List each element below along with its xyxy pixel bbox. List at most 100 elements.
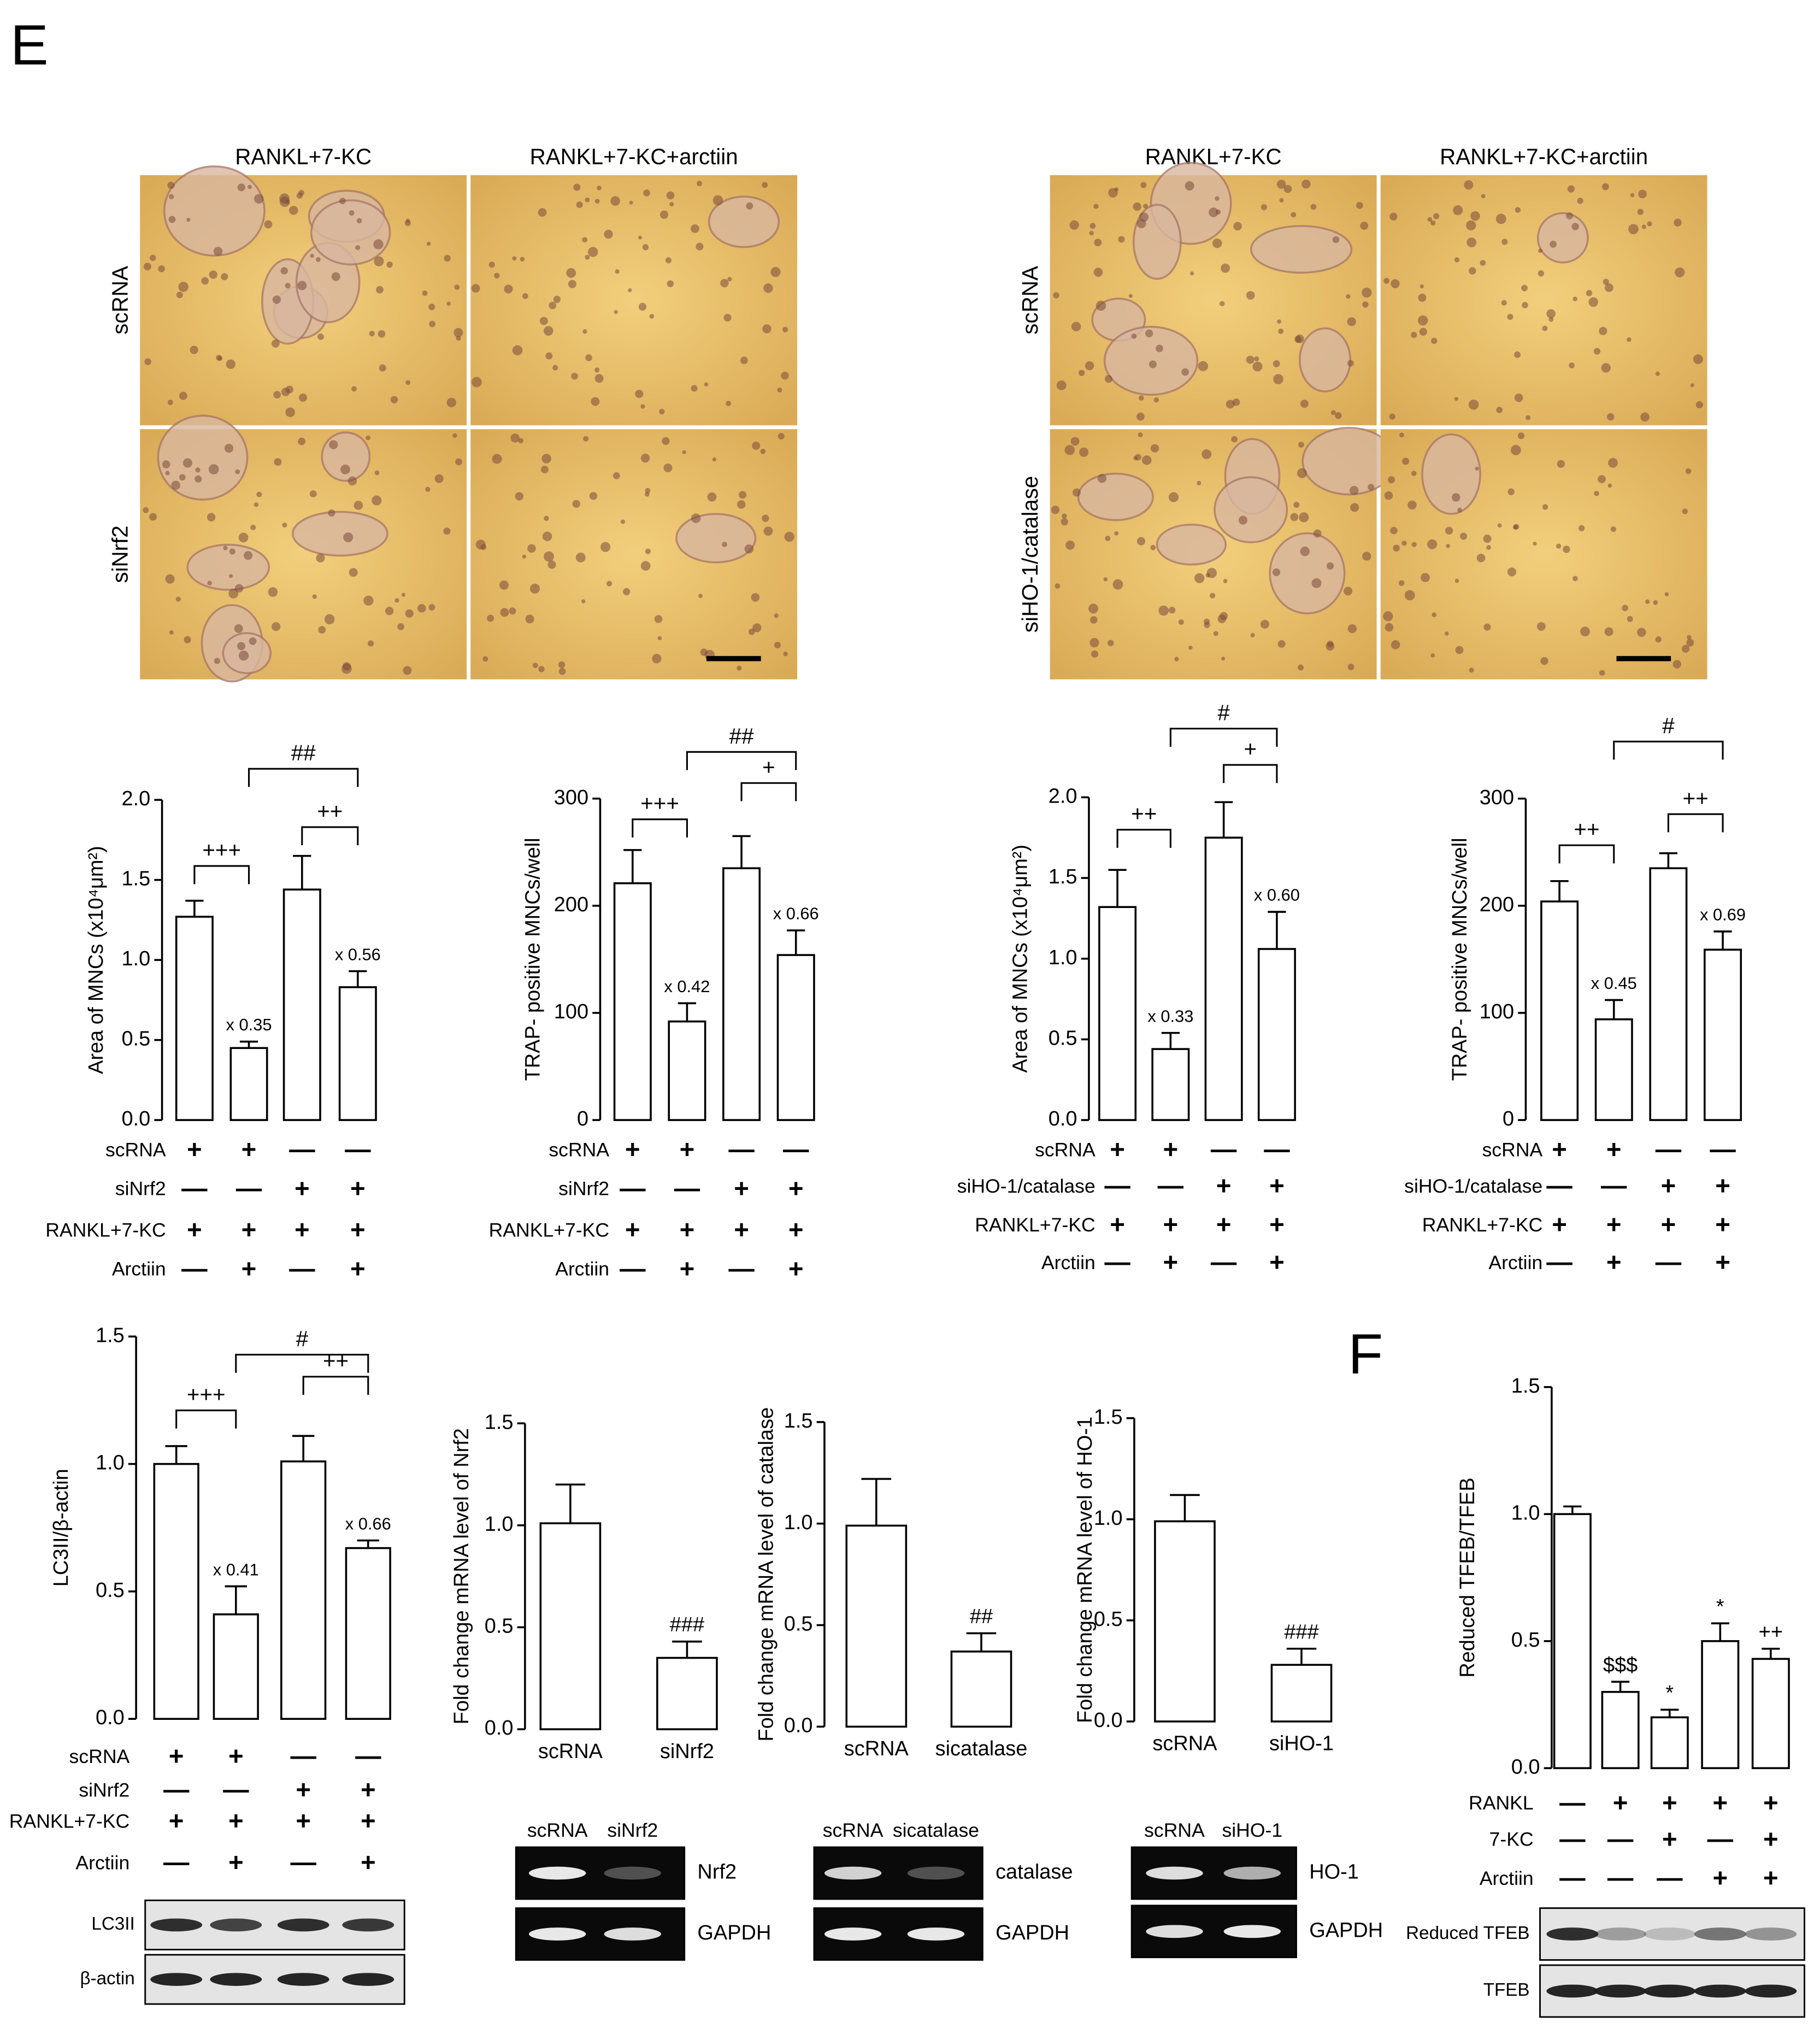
cell — [1454, 397, 1458, 401]
y-tick-label: 0 — [1503, 1107, 1514, 1130]
condition-mark: + — [228, 1848, 244, 1877]
condition-mark: — — [1559, 1825, 1586, 1854]
cell — [1346, 294, 1351, 299]
cell — [542, 532, 552, 541]
bar — [722, 867, 761, 1121]
osteoclast — [708, 196, 780, 249]
lane-label: scRNA — [823, 1819, 884, 1841]
cell — [376, 286, 384, 294]
cell — [1686, 639, 1694, 647]
cell — [1276, 179, 1286, 189]
condition-mark: — — [1211, 1135, 1237, 1164]
cell — [224, 444, 234, 453]
cell — [697, 180, 703, 186]
cell — [454, 284, 460, 290]
cell — [237, 183, 245, 192]
cell — [1444, 631, 1449, 636]
osteoclast — [310, 199, 391, 266]
cell — [315, 257, 321, 262]
cell — [1093, 268, 1103, 277]
y-tick-label: 100 — [554, 1000, 588, 1023]
condition-mark: + — [295, 1174, 310, 1203]
cell — [340, 464, 350, 475]
gel-band — [1146, 1925, 1203, 1938]
column-header: RANKL+7-KC+arctiin — [1440, 144, 1648, 169]
cell — [623, 588, 631, 596]
significance-label: ## — [970, 1605, 993, 1628]
cell — [1327, 562, 1334, 570]
bar — [668, 1020, 706, 1121]
cell — [538, 665, 545, 673]
cell — [317, 333, 324, 340]
gel-band — [1223, 1866, 1281, 1880]
condition-mark: + — [1552, 1135, 1567, 1164]
cell — [1226, 399, 1235, 409]
condition-mark: + — [361, 1807, 376, 1836]
cell — [1655, 372, 1660, 376]
cell — [1420, 284, 1424, 288]
cell — [1469, 668, 1474, 673]
y-tick-label: 0.5 — [1094, 1608, 1123, 1631]
condition-mark: + — [296, 1776, 311, 1805]
condition-mark: + — [1715, 1171, 1730, 1200]
cell — [1496, 406, 1503, 414]
cell — [1203, 618, 1210, 625]
cell — [169, 630, 174, 635]
cell — [425, 486, 431, 492]
cell — [552, 364, 558, 371]
cell — [763, 526, 773, 536]
cell — [1681, 645, 1690, 653]
cell — [223, 546, 228, 551]
cell — [401, 593, 406, 597]
cell — [1599, 327, 1607, 335]
cell — [434, 474, 444, 484]
cell — [428, 303, 435, 310]
y-tick-label: 300 — [1480, 786, 1514, 809]
cell — [594, 198, 600, 204]
bar — [1553, 1513, 1592, 1770]
cell — [1557, 459, 1565, 468]
condition-mark: — — [345, 1135, 371, 1164]
condition-mark: — — [1211, 1248, 1237, 1277]
condition-mark: + — [1763, 1825, 1778, 1854]
cell — [1538, 248, 1543, 253]
fold-label: x 0.41 — [213, 1560, 259, 1579]
cell — [1640, 412, 1650, 422]
condition-mark: + — [1216, 1210, 1232, 1239]
gel-band — [277, 1973, 329, 1986]
cell — [1095, 300, 1106, 311]
bar — [845, 1524, 908, 1728]
cell — [1655, 636, 1662, 642]
cell — [1507, 488, 1515, 496]
gel-row-label: TFEB — [1483, 1980, 1530, 2000]
cell — [739, 491, 747, 499]
cell — [487, 615, 494, 622]
cell — [659, 210, 669, 219]
comparison-label: +++ — [640, 791, 679, 816]
cell — [1088, 604, 1099, 614]
condition-mark: + — [1715, 1248, 1730, 1277]
bar — [1704, 948, 1742, 1121]
cell — [1421, 573, 1430, 582]
cell — [349, 568, 358, 577]
cell — [443, 527, 451, 535]
cell — [1452, 493, 1460, 502]
y-tick-label: 1.0 — [1511, 1501, 1540, 1524]
cell — [1637, 628, 1646, 637]
cell — [1299, 512, 1309, 522]
cell — [585, 354, 592, 362]
cell — [1567, 185, 1575, 193]
significance-label: * — [1665, 1682, 1674, 1705]
cell — [545, 352, 553, 359]
cell — [571, 373, 578, 380]
bar — [776, 954, 815, 1121]
condition-mark: — — [181, 1254, 208, 1283]
condition-mark: + — [1606, 1210, 1622, 1239]
y-axis-label: Area of MNCs (x10⁴μm²) — [85, 846, 108, 1074]
condition-mark: + — [1110, 1210, 1125, 1239]
condition-label: siHO-1/catalase — [1404, 1175, 1542, 1197]
cell — [209, 270, 217, 279]
cell — [234, 583, 244, 593]
cell — [281, 387, 290, 397]
comparison-bracket — [740, 782, 797, 801]
